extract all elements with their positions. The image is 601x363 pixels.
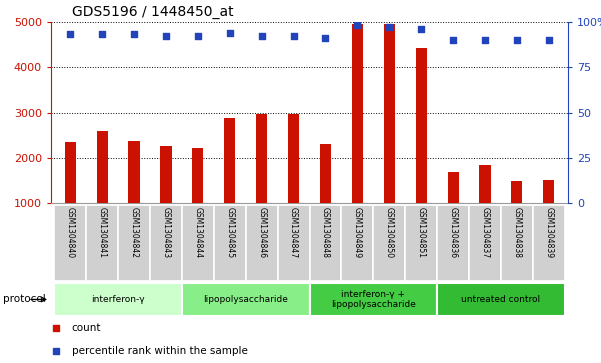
Text: count: count bbox=[72, 323, 101, 333]
Bar bbox=[480, 165, 490, 203]
Point bbox=[288, 33, 298, 39]
Text: GSM1304845: GSM1304845 bbox=[225, 207, 234, 258]
Bar bbox=[288, 114, 299, 203]
Point bbox=[66, 32, 75, 37]
Bar bbox=[54, 205, 86, 281]
Bar bbox=[437, 205, 469, 281]
Point bbox=[97, 32, 107, 37]
Point bbox=[52, 325, 61, 330]
Text: lipopolysaccharide: lipopolysaccharide bbox=[203, 295, 288, 304]
Point bbox=[480, 37, 490, 43]
Text: GSM1304847: GSM1304847 bbox=[289, 207, 298, 258]
Text: GSM1304849: GSM1304849 bbox=[353, 207, 362, 258]
Text: GSM1304843: GSM1304843 bbox=[162, 207, 171, 258]
Bar bbox=[469, 205, 501, 281]
Bar bbox=[352, 24, 363, 203]
Bar bbox=[256, 114, 267, 203]
Text: GSM1304837: GSM1304837 bbox=[480, 207, 489, 258]
Bar bbox=[533, 205, 565, 281]
Point bbox=[257, 33, 266, 39]
Text: GSM1304851: GSM1304851 bbox=[416, 207, 426, 258]
Point bbox=[52, 348, 61, 354]
Point bbox=[448, 37, 458, 43]
Text: GSM1304836: GSM1304836 bbox=[448, 207, 457, 258]
Bar bbox=[65, 142, 76, 203]
Bar bbox=[192, 148, 203, 203]
Text: protocol: protocol bbox=[3, 294, 46, 305]
Bar bbox=[341, 205, 373, 281]
Text: GSM1304842: GSM1304842 bbox=[130, 207, 139, 258]
Text: GSM1304839: GSM1304839 bbox=[545, 207, 554, 258]
Bar bbox=[437, 283, 565, 316]
Bar bbox=[86, 205, 118, 281]
Point bbox=[416, 26, 426, 32]
Bar bbox=[501, 205, 533, 281]
Text: GSM1304840: GSM1304840 bbox=[66, 207, 75, 258]
Text: interferon-γ: interferon-γ bbox=[91, 295, 145, 304]
Point bbox=[193, 33, 203, 39]
Point bbox=[385, 24, 394, 30]
Text: GSM1304850: GSM1304850 bbox=[385, 207, 394, 258]
Text: interferon-γ +
lipopolysaccharide: interferon-γ + lipopolysaccharide bbox=[331, 290, 416, 309]
Text: percentile rank within the sample: percentile rank within the sample bbox=[72, 346, 248, 356]
Text: GSM1304844: GSM1304844 bbox=[194, 207, 203, 258]
Bar bbox=[54, 283, 182, 316]
Bar bbox=[405, 205, 437, 281]
Bar bbox=[118, 205, 150, 281]
Bar bbox=[448, 172, 459, 203]
Bar bbox=[511, 181, 522, 203]
Bar bbox=[129, 141, 139, 203]
Text: GSM1304838: GSM1304838 bbox=[513, 207, 522, 258]
Bar bbox=[310, 205, 341, 281]
Text: GSM1304841: GSM1304841 bbox=[97, 207, 106, 258]
Bar bbox=[278, 205, 310, 281]
Text: untreated control: untreated control bbox=[462, 295, 540, 304]
Point bbox=[225, 30, 234, 36]
Point bbox=[353, 23, 362, 28]
Point bbox=[512, 37, 522, 43]
Text: GSM1304846: GSM1304846 bbox=[257, 207, 266, 258]
Point bbox=[321, 35, 331, 41]
Bar bbox=[320, 144, 331, 203]
Bar bbox=[97, 131, 108, 203]
Bar bbox=[224, 118, 236, 203]
Point bbox=[544, 37, 554, 43]
Bar bbox=[214, 205, 246, 281]
Bar bbox=[150, 205, 182, 281]
Text: GSM1304848: GSM1304848 bbox=[321, 207, 330, 258]
Bar bbox=[383, 24, 395, 203]
Text: GDS5196 / 1448450_at: GDS5196 / 1448450_at bbox=[72, 5, 233, 19]
Bar bbox=[310, 283, 437, 316]
Bar bbox=[182, 283, 310, 316]
Bar bbox=[160, 146, 171, 203]
Bar bbox=[543, 180, 554, 203]
Point bbox=[129, 32, 139, 37]
Bar bbox=[246, 205, 278, 281]
Bar bbox=[182, 205, 214, 281]
Bar bbox=[373, 205, 405, 281]
Bar bbox=[416, 48, 427, 203]
Point bbox=[161, 33, 171, 39]
